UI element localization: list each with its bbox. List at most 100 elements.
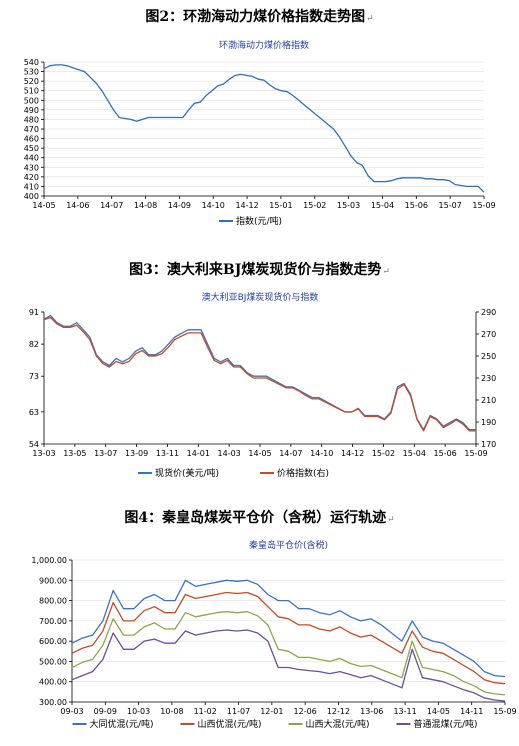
y-tick-label: 600.00: [39, 637, 67, 646]
y-tick-label: 900.00: [39, 576, 67, 585]
y-tick-label: 54: [29, 440, 39, 449]
series-line-1: [43, 64, 485, 193]
paragraph-mark-icon: ↵: [387, 515, 395, 525]
y-tick-label: 500.00: [39, 657, 67, 666]
x-tick-label: 13-11: [156, 449, 179, 458]
series-line-3: [71, 611, 506, 696]
y-right-tick-label: 210: [481, 396, 496, 405]
y-right-tick-label: 250: [481, 352, 496, 361]
y-tick-label: 450: [24, 144, 39, 153]
y-tick-label: 510: [24, 87, 39, 96]
figure-3-heading-text: 图3：澳大利来BJ煤炭现货价与指数走势: [129, 262, 382, 278]
x-tick-label: 15-03: [337, 201, 360, 210]
x-tick-label: 13-07: [94, 449, 117, 458]
paragraph-mark-icon: ↵: [366, 14, 374, 24]
chart-title: 秦皇岛平仓价(含税): [249, 539, 328, 551]
x-tick-label: 11-07: [227, 707, 250, 716]
y-tick-label: 91: [29, 308, 39, 317]
chart-title: 环渤海动力煤价格指数: [219, 39, 309, 51]
x-tick-label: 14-07: [279, 449, 302, 458]
y-tick-label: 430: [24, 163, 39, 172]
x-tick-label: 14-11: [460, 707, 483, 716]
y-tick-label: 73: [29, 372, 39, 381]
x-tick-label: 14-12: [341, 449, 364, 458]
series-line-2: [71, 591, 506, 685]
chart-qinhuangdao-price: 秦皇岛平仓价(含税) 300.00 400.00 500.00 600.00 700.00…: [31, 539, 516, 730]
x-tick-label: 15-09: [493, 707, 516, 716]
series-line-1: [71, 579, 506, 678]
x-tick-label: 14-01: [187, 449, 210, 458]
figure-2-heading: 图2：环渤海动力煤价格指数走势图↵: [0, 6, 519, 26]
x-tick-label: 14-12: [235, 201, 258, 210]
x-tick-label: 15-01: [269, 201, 292, 210]
y-tick-label: 420: [24, 173, 39, 182]
y-tick-label: 63: [29, 408, 39, 417]
y-right-tick-label: 290: [481, 308, 496, 317]
x-tick-label: 13-05: [63, 449, 86, 458]
y-tick-label: 460: [24, 135, 39, 144]
x-tick-label: 15-02: [372, 449, 395, 458]
x-tick-label: 13-09: [125, 449, 148, 458]
y-tick-label: 490: [24, 106, 39, 115]
y-tick-label: 300.00: [39, 698, 67, 707]
x-tick-label: 14-07: [100, 201, 123, 210]
x-tick-label: 14-05: [248, 449, 271, 458]
y-tick-label: 440: [24, 154, 39, 163]
x-tick-label: 15-09: [472, 201, 495, 210]
y-tick-label: 1,000.00: [31, 556, 67, 565]
x-tick-label: 09-09: [94, 707, 117, 716]
chart-title: 澳大利亚BJ煤炭现货价与指数: [202, 291, 319, 303]
x-tick-label: 15-09: [464, 449, 487, 458]
x-tick-label: 15-04: [403, 449, 426, 458]
x-tick-label: 10-03: [127, 707, 150, 716]
x-tick-label: 14-03: [218, 449, 241, 458]
x-tick-label: 13-06: [360, 707, 383, 716]
series-line-2: [43, 316, 476, 432]
legend-label: 山西大混(元/吨): [306, 718, 370, 730]
y-right-tick-label: 270: [481, 330, 496, 339]
x-tick-label: 14-10: [202, 201, 225, 210]
y-tick-label: 480: [24, 115, 39, 124]
x-tick-label: 11-02: [194, 707, 217, 716]
y-tick-label: 82: [29, 340, 39, 349]
y-right-tick-label: 190: [481, 418, 496, 427]
figure-2-heading-text: 图2：环渤海动力煤价格指数走势图: [145, 9, 366, 25]
x-tick-label: 14-09: [168, 201, 191, 210]
x-tick-label: 10-08: [160, 707, 183, 716]
y-tick-label: 500: [24, 96, 39, 105]
x-tick-label: 12-12: [327, 707, 350, 716]
legend-label: 现货价(美元/吨): [155, 467, 219, 479]
legend-label: 价格指数(右): [277, 467, 329, 479]
chart-australia-bj-coal: 澳大利亚BJ煤炭现货价与指数 54 63 73 82 91 170 190 210 230 250 2…: [29, 291, 496, 479]
y-tick-label: 700.00: [39, 617, 67, 626]
legend-label: 普通混煤(元/吨): [414, 718, 478, 730]
y-tick-label: 530: [24, 68, 39, 77]
x-tick-label: 12-06: [294, 707, 317, 716]
x-tick-label: 15-04: [371, 201, 394, 210]
y-tick-label: 400.00: [39, 678, 67, 687]
chart-bohai-coal-index: 环渤海动力煤价格指数 400410420430440450460470480490…: [24, 39, 496, 227]
legend-label: 大同优混(元/吨): [90, 718, 154, 730]
legend-label: 指数(元/吨): [236, 215, 282, 227]
figure-3-heading: 图3：澳大利来BJ煤炭现货价与指数走势↵: [0, 259, 519, 279]
x-tick-label: 15-06: [434, 449, 457, 458]
y-tick-label: 410: [24, 182, 39, 191]
y-right-tick-label: 230: [481, 374, 496, 383]
y-tick-label: 540: [24, 58, 39, 67]
y-tick-label: 800.00: [39, 597, 67, 606]
figure-4-heading-text: 图4：秦皇岛煤炭平仓价（含税）运行轨迹: [124, 510, 387, 526]
y-tick-label: 470: [24, 125, 39, 134]
y-tick-label: 520: [24, 77, 39, 86]
y-tick-label: 400: [24, 192, 39, 201]
x-tick-label: 15-06: [405, 201, 428, 210]
x-tick-label: 15-02: [303, 201, 326, 210]
x-tick-label: 14-05: [32, 201, 55, 210]
series-line-1: [43, 314, 476, 431]
x-tick-label: 14-06: [66, 201, 89, 210]
y-right-tick-label: 170: [481, 440, 496, 449]
x-tick-label: 13-03: [32, 449, 55, 458]
x-tick-label: 09-03: [60, 707, 83, 716]
x-tick-label: 14-05: [427, 707, 450, 716]
x-tick-label: 14-10: [310, 449, 333, 458]
x-tick-label: 15-07: [439, 201, 462, 210]
